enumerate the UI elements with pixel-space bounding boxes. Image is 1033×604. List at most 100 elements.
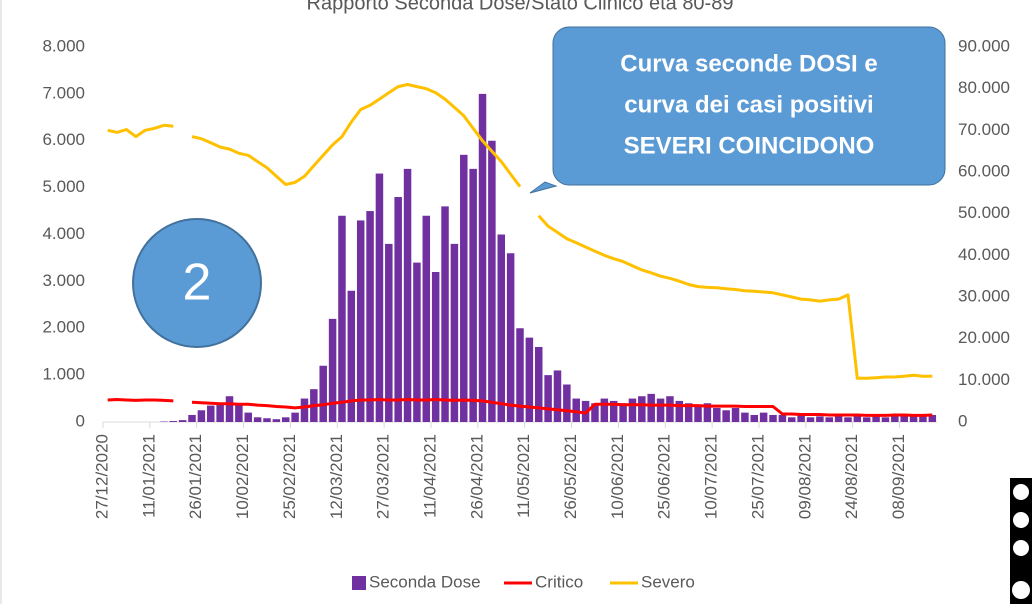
- bar: [375, 173, 384, 422]
- y2-tick-label: 30.000: [958, 286, 1010, 305]
- callout-line: curva dei casi positivi: [624, 91, 873, 118]
- bar: [197, 410, 206, 422]
- bar: [816, 416, 824, 422]
- line: [107, 398, 933, 417]
- license-icon: [1010, 478, 1032, 604]
- badge: 2: [132, 218, 262, 348]
- y2-tick-label: 90.000: [958, 36, 1010, 55]
- bar: [928, 414, 937, 422]
- bar: [666, 396, 674, 422]
- bar: [825, 417, 833, 422]
- x-tick-label: 27/03/2021: [374, 434, 393, 519]
- bar: [675, 400, 684, 422]
- license-dot: [1013, 484, 1029, 500]
- bar: [338, 215, 346, 422]
- line: [107, 83, 933, 380]
- x-tick-label: 08/09/2021: [889, 434, 908, 519]
- bar: [544, 375, 552, 422]
- x-tick-label: 12/03/2021: [327, 434, 346, 519]
- bar: [281, 417, 290, 422]
- bar: [207, 405, 215, 422]
- y-tick-label: 6.000: [42, 130, 85, 149]
- bar: [553, 370, 562, 422]
- callout-line: SEVERI COINCIDONO: [624, 132, 875, 159]
- bar: [403, 168, 412, 422]
- x-tick-label: 27/12/2020: [92, 434, 111, 519]
- bar: [263, 418, 271, 422]
- y2-tick-label: 60.000: [958, 161, 1010, 180]
- bar: [225, 396, 234, 422]
- chart-title: Rapporto Seconda Dose/Stato Clinico età …: [307, 0, 734, 14]
- legend-label: Severo: [641, 572, 695, 591]
- x-tick-label: 25/07/2021: [748, 434, 767, 519]
- bar: [188, 414, 196, 422]
- x-tick-label: 24/08/2021: [842, 434, 861, 519]
- bar: [891, 416, 899, 422]
- bar: [394, 197, 402, 422]
- bar: [713, 407, 721, 422]
- bar: [919, 416, 927, 422]
- bar: [797, 414, 805, 422]
- y2-tick-label: 10.000: [958, 370, 1010, 389]
- bar: [413, 262, 421, 422]
- y2-tick-label: 50.000: [958, 203, 1010, 222]
- license-dot: [1012, 581, 1030, 599]
- x-tick-label: 11/04/2021: [420, 434, 439, 518]
- y2-tick-label: 80.000: [958, 78, 1010, 97]
- callout-line: Curva seconde DOSI e: [620, 50, 877, 77]
- bar: [834, 414, 843, 422]
- y-tick-label: 2.000: [42, 318, 85, 337]
- license-dot: [1013, 512, 1029, 528]
- bar: [741, 412, 749, 422]
- legend: Seconda Dose Critico Severo: [352, 572, 695, 591]
- x-tick-label: 26/01/2021: [186, 434, 205, 519]
- bar: [703, 403, 712, 422]
- bar: [788, 417, 796, 422]
- bar: [178, 420, 187, 422]
- bar: [169, 421, 178, 422]
- y-tick-label: 4.000: [42, 224, 85, 243]
- x-tick-label: 10/07/2021: [702, 434, 721, 519]
- bar: [769, 414, 777, 422]
- bar: [862, 417, 871, 422]
- bar: [600, 398, 609, 422]
- bar: [431, 272, 440, 422]
- bar: [638, 396, 646, 422]
- bar: [778, 414, 787, 422]
- bar: [347, 290, 356, 422]
- bar: [460, 154, 468, 422]
- bar: [759, 412, 768, 422]
- x-tick-label: 10/06/2021: [608, 434, 627, 519]
- y-tick-label: 3.000: [42, 271, 85, 290]
- bar: [328, 318, 337, 422]
- y-tick-label: 5.000: [42, 177, 85, 196]
- bar: [478, 93, 487, 422]
- x-tick-label: 09/08/2021: [795, 434, 814, 519]
- callout: Curva seconde DOSI e curva dei casi posi…: [529, 26, 946, 194]
- x-tick-label: 26/04/2021: [467, 434, 486, 519]
- bar: [506, 253, 515, 422]
- legend-swatch: [352, 576, 366, 590]
- y-tick-label: 7.000: [42, 83, 85, 102]
- bar: [731, 407, 740, 422]
- y2-tick-label: 0: [958, 411, 967, 430]
- bar: [244, 412, 252, 422]
- bar: [216, 403, 224, 422]
- bar: [253, 417, 262, 422]
- bar: [291, 412, 299, 422]
- bar: [806, 417, 815, 422]
- y2-tick-label: 70.000: [958, 120, 1010, 139]
- bar: [488, 140, 496, 422]
- x-tick-label: 11/05/2021: [514, 434, 533, 518]
- bar: [422, 215, 431, 422]
- bar: [525, 337, 534, 422]
- y-tick-label: 0: [76, 411, 85, 430]
- bar: [235, 403, 243, 422]
- bar: [853, 416, 862, 422]
- license-dot: [1013, 540, 1029, 556]
- bar: [722, 410, 730, 422]
- bar: [469, 168, 477, 422]
- bar: [647, 393, 655, 422]
- x-tick-label: 25/02/2021: [280, 434, 299, 519]
- bar: [272, 419, 281, 422]
